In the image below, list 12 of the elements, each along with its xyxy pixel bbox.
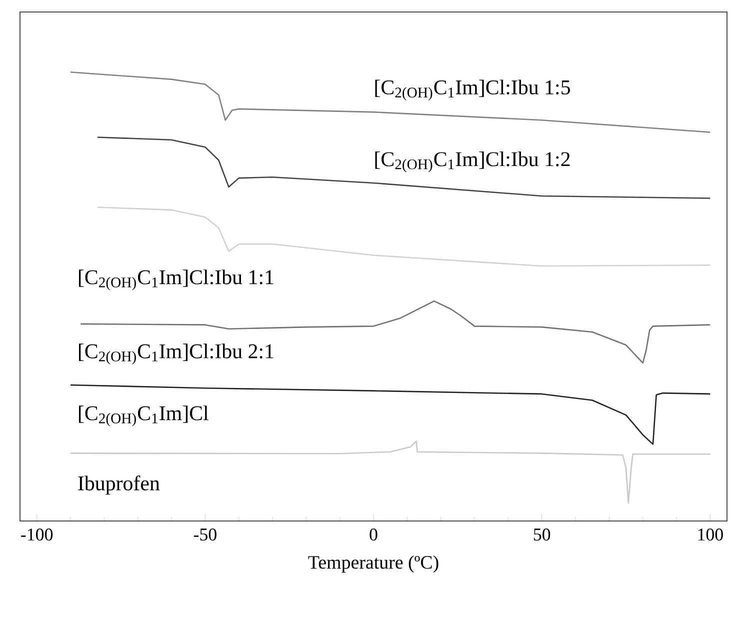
series-label: [C$_{2(OH)}$C$_{1}$Im]Cl:Ibu 1:1 [78,270,274,290]
series-label: Ibuprofen [78,475,160,495]
x-tick-label: 100 [698,528,723,541]
series-label: [C$_{2(OH)}$C$_{1}$Im]Cl:Ibu 1:2 [375,152,570,172]
series-label: [C$_{2(OH)}$C$_{1}$Im]Cl:Ibu 2:1 [78,344,274,364]
series-label: [C$_{2(OH)}$C$_{1}$Im]Cl:Ibu 1:5 [375,80,570,100]
series-label: [C$_{2(OH)}$C$_{1}$Im]Cl [78,406,208,426]
x-tick-label: 50 [534,528,550,541]
x-axis-title: Temperature (ºC) [308,555,438,573]
x-tick-label: 0 [370,528,378,541]
x-tick-label: -100 [21,528,53,541]
x-tick-label: -50 [194,528,216,541]
